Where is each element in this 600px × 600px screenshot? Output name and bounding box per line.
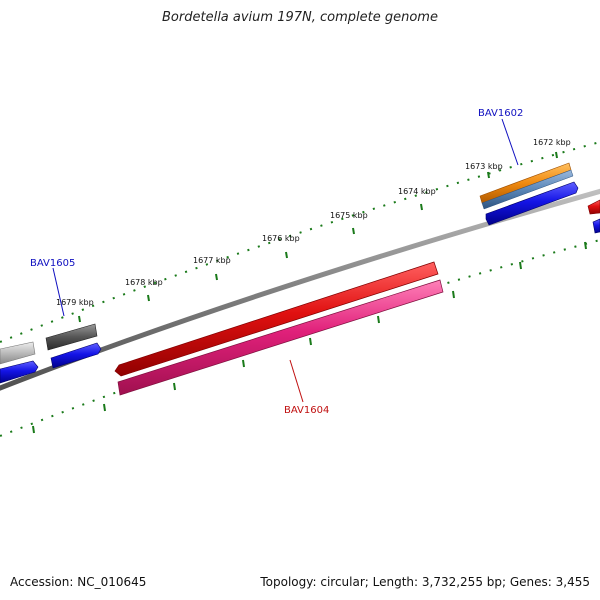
tick-label-1678: 1678 kbp (125, 278, 163, 287)
genome-summary: Topology: circular; Length: 3,732,255 bp… (260, 575, 590, 589)
tick-label-1673: 1673 kbp (465, 162, 503, 171)
gene-bav1602-steel[interactable] (481, 169, 574, 210)
tick-label-1674: 1674 kbp (398, 187, 436, 196)
bav1602-leader (501, 118, 519, 166)
bav1605-leader (52, 267, 65, 317)
gene-red-edge[interactable] (587, 199, 600, 215)
outer-scale-arc (0, 141, 600, 343)
gene-blue-edge[interactable] (592, 218, 600, 234)
gene-blue-arrow-left-2[interactable] (0, 360, 39, 384)
tick-label-1672: 1672 kbp (533, 138, 571, 147)
gene-bav1604[interactable] (117, 279, 444, 396)
major-ticks (78, 151, 558, 323)
gene-light-gray[interactable] (0, 341, 36, 365)
gene-label-bav1605[interactable]: BAV1605 (30, 258, 75, 269)
gene-red-large[interactable] (114, 261, 439, 377)
tick-label-1679: 1679 kbp (56, 298, 94, 307)
tick-label-1676: 1676 kbp (262, 234, 300, 243)
inner-major-ticks (32, 241, 587, 434)
tick-label-1677: 1677 kbp (193, 256, 231, 265)
bav1604-leader (289, 359, 304, 403)
gene-blue-arrow-left-1[interactable] (50, 342, 102, 369)
gene-label-bav1604[interactable]: BAV1604 (284, 405, 329, 416)
tick-label-1675: 1675 kbp (330, 211, 368, 220)
map-title: Bordetella avium 197N, complete genome (162, 10, 438, 25)
gene-dark-gray[interactable] (45, 323, 98, 351)
gene-label-bav1602[interactable]: BAV1602 (478, 108, 523, 119)
genome-backbone (0, 188, 600, 391)
gene-blue-arrow-right-upper[interactable] (485, 181, 579, 226)
accession-label: Accession: NC_010645 (10, 575, 147, 589)
